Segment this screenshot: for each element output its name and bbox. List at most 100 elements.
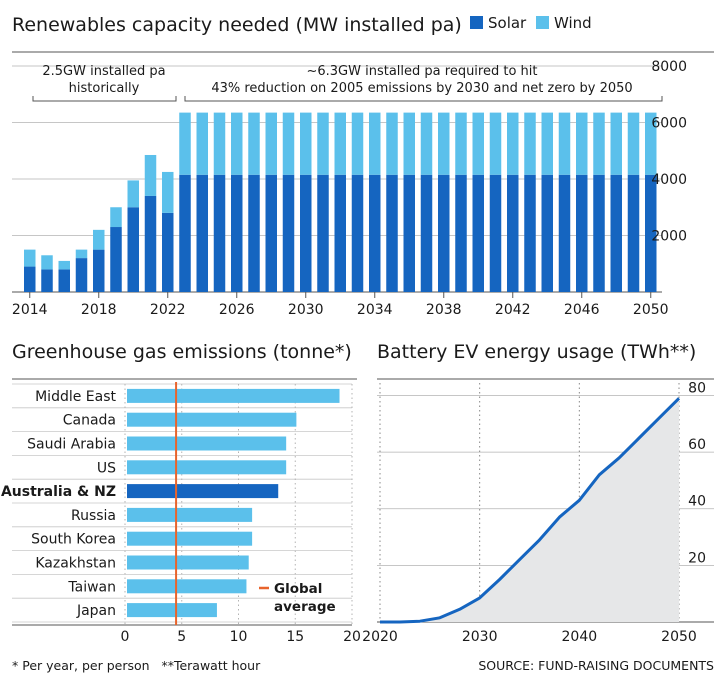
battery-ev-x-tick-2040: 2040 bbox=[562, 629, 598, 645]
bar-solar-2037 bbox=[420, 174, 433, 292]
renewables-x-tick-2038: 2038 bbox=[426, 302, 462, 318]
bar-wind-2046 bbox=[576, 112, 588, 175]
renewables-title: Renewables capacity needed (MW installed… bbox=[12, 14, 462, 36]
emissions-bar-taiwan bbox=[127, 579, 247, 594]
emissions-category-labels: Middle East Canada Saudi Arabia US Australia… bbox=[1, 389, 117, 619]
emissions-label-russia: Russia bbox=[71, 508, 116, 524]
bar-solar-2035 bbox=[386, 174, 398, 292]
bar-wind-2044 bbox=[541, 112, 553, 175]
emissions-chart: Greenhouse gas emissions (tonne*) Middle… bbox=[1, 341, 361, 645]
battery-ev-y-tick-20: 20 bbox=[688, 550, 706, 566]
bar-wind-2022 bbox=[162, 171, 174, 213]
bar-wind-2045 bbox=[558, 112, 571, 175]
legend-solar-swatch bbox=[470, 16, 483, 29]
bar-solar-2023 bbox=[179, 174, 191, 292]
emissions-x-tick-10: 10 bbox=[230, 629, 248, 645]
emissions-label-middle-east: Middle East bbox=[35, 389, 116, 405]
emissions-bar-canada bbox=[127, 412, 297, 427]
bar-solar-2015 bbox=[41, 269, 53, 292]
annotation-required-bracket bbox=[184, 96, 663, 102]
bar-wind-2026 bbox=[231, 112, 243, 175]
bar-solar-2050 bbox=[645, 174, 657, 292]
footer: * Per year, per person **Terawatt hour S… bbox=[12, 658, 714, 673]
emissions-bar-japan bbox=[127, 603, 217, 618]
bar-wind-2015 bbox=[41, 255, 53, 270]
battery-ev-area bbox=[380, 398, 679, 622]
bar-solar-2045 bbox=[558, 174, 571, 292]
bar-solar-2040 bbox=[472, 174, 484, 292]
bar-solar-2047 bbox=[593, 174, 605, 292]
bar-wind-2027 bbox=[248, 112, 260, 175]
bar-wind-2030 bbox=[300, 112, 312, 175]
bar-solar-2032 bbox=[334, 174, 346, 292]
legend-solar-label: Solar bbox=[488, 14, 527, 32]
bar-wind-2032 bbox=[334, 112, 346, 175]
bar-solar-2030 bbox=[300, 174, 312, 292]
renewables-x-ticks: 2014 2018 2022 2026 2030 2034 2038 2042 2046 2050 bbox=[12, 292, 669, 318]
battery-ev-y-tick-80: 80 bbox=[688, 380, 706, 396]
bar-wind-2029 bbox=[282, 112, 295, 175]
battery-ev-x-tick-2030: 2030 bbox=[462, 629, 498, 645]
bar-solar-2026 bbox=[231, 174, 243, 292]
bar-solar-2020 bbox=[127, 207, 139, 292]
bar-solar-2043 bbox=[524, 174, 536, 292]
emissions-label-australia-nz: Australia & NZ bbox=[1, 484, 116, 500]
bar-wind-2036 bbox=[403, 112, 415, 175]
emissions-bar-russia bbox=[127, 507, 253, 522]
emissions-label-japan: Japan bbox=[76, 603, 116, 619]
renewables-y-tick-6000: 6000 bbox=[651, 116, 687, 132]
annotation-required-line2: 43% reduction on 2005 emissions by 2030 … bbox=[211, 81, 632, 96]
renewables-x-tick-2046: 2046 bbox=[564, 302, 600, 318]
emissions-bar-saudi-arabia bbox=[127, 436, 287, 451]
renewables-x-tick-2022: 2022 bbox=[150, 302, 186, 318]
bar-wind-2040 bbox=[472, 112, 484, 175]
bar-solar-2031 bbox=[317, 174, 329, 292]
bar-wind-2037 bbox=[420, 112, 433, 175]
emissions-x-tick-0: 0 bbox=[121, 629, 130, 645]
emissions-x-tick-15: 15 bbox=[286, 629, 304, 645]
emissions-bar-south-korea bbox=[127, 531, 253, 546]
global-average-label-line2: average bbox=[274, 599, 336, 615]
footnote: * Per year, per person **Terawatt hour bbox=[12, 658, 261, 673]
bar-wind-2018 bbox=[93, 229, 105, 250]
renewables-x-tick-2050: 2050 bbox=[633, 302, 669, 318]
bar-solar-2042 bbox=[507, 174, 519, 292]
bar-wind-2049 bbox=[627, 112, 640, 175]
annotation-historic-bracket bbox=[32, 96, 177, 102]
renewables-chart: Renewables capacity needed (MW installed… bbox=[12, 14, 714, 318]
bar-solar-2048 bbox=[610, 174, 622, 292]
bar-wind-2020 bbox=[127, 180, 139, 208]
battery-ev-line bbox=[380, 397, 681, 624]
annotation-historic-line1: 2.5GW installed pa bbox=[42, 64, 165, 79]
battery-ev-title: Battery EV energy usage (TWh**) bbox=[377, 341, 696, 363]
emissions-label-south-korea: South Korea bbox=[31, 532, 116, 548]
renewables-bars bbox=[24, 112, 657, 292]
emissions-bar-kazakhstan bbox=[127, 555, 249, 570]
bar-solar-2027 bbox=[248, 174, 260, 292]
bar-solar-2016 bbox=[58, 269, 70, 292]
emissions-label-us: US bbox=[97, 460, 116, 476]
bar-solar-2033 bbox=[351, 174, 364, 292]
bar-solar-2017 bbox=[75, 258, 88, 292]
annotation-historic-line2: historically bbox=[69, 81, 140, 96]
renewables-x-tick-2026: 2026 bbox=[219, 302, 255, 318]
bar-wind-2028 bbox=[265, 112, 277, 175]
bar-solar-2024 bbox=[196, 174, 208, 292]
bar-solar-2039 bbox=[455, 174, 467, 292]
emissions-bar-us bbox=[127, 460, 287, 475]
bar-wind-2035 bbox=[386, 112, 398, 175]
renewables-y-tick-4000: 4000 bbox=[651, 172, 687, 188]
battery-ev-x-tick-2050: 2050 bbox=[661, 629, 697, 645]
renewables-x-tick-2034: 2034 bbox=[357, 302, 393, 318]
bar-solar-2019 bbox=[110, 227, 122, 292]
renewables-annotations: 2.5GW installed pa historically ~6.3GW i… bbox=[32, 64, 663, 102]
bar-solar-2046 bbox=[576, 174, 588, 292]
renewables-x-tick-2018: 2018 bbox=[81, 302, 117, 318]
bar-wind-2016 bbox=[58, 260, 70, 270]
bar-solar-2049 bbox=[627, 174, 640, 292]
bar-wind-2042 bbox=[507, 112, 519, 175]
bar-wind-2031 bbox=[317, 112, 329, 175]
bar-solar-2028 bbox=[265, 174, 277, 292]
